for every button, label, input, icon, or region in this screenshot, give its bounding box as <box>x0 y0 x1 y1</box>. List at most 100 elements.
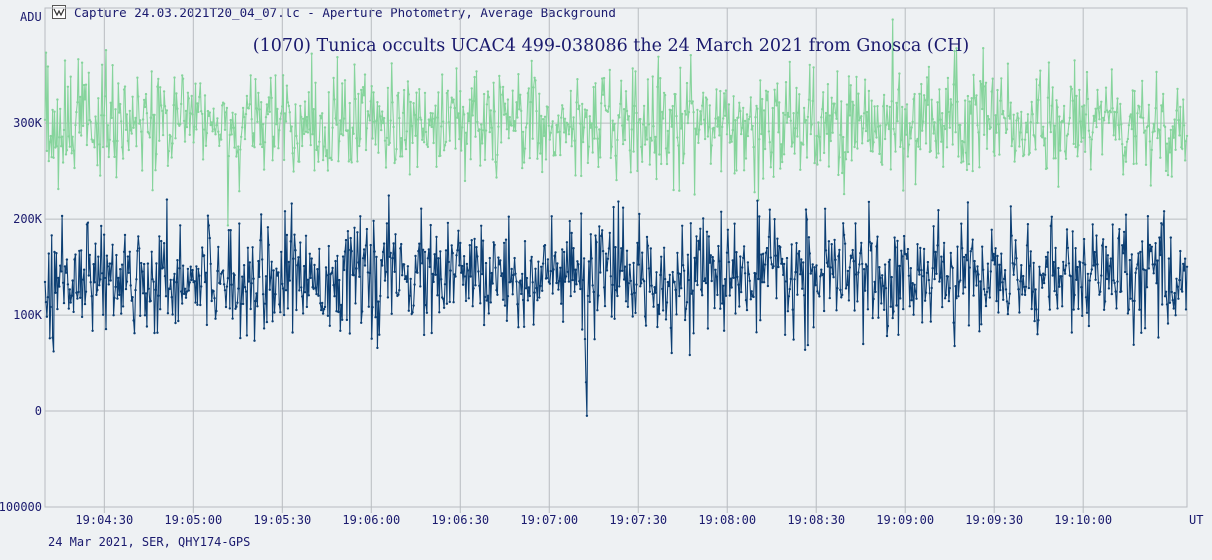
target-point <box>847 299 851 302</box>
comparison-point <box>574 174 577 177</box>
comparison-point <box>435 165 438 168</box>
comparison-point <box>141 118 145 121</box>
comparison-point <box>717 116 720 119</box>
comparison-point <box>541 118 545 121</box>
target-point <box>1143 327 1147 330</box>
target-point <box>1121 244 1124 247</box>
comparison-point <box>819 159 822 162</box>
target-point <box>845 283 849 287</box>
comparison-point <box>124 128 128 131</box>
target-point <box>481 239 485 242</box>
comparison-point <box>85 143 89 147</box>
target-point <box>1124 213 1128 216</box>
target-point <box>796 293 799 296</box>
comparison-point <box>869 149 872 153</box>
target-point <box>596 309 599 312</box>
target-point <box>1183 257 1187 260</box>
comparison-point <box>1059 149 1062 152</box>
target-point <box>445 302 449 305</box>
target-point <box>135 278 138 281</box>
target-point <box>217 245 220 249</box>
target-point <box>368 271 371 275</box>
y-tick-label: 100000 <box>0 500 42 514</box>
comparison-point <box>662 91 666 95</box>
comparison-point <box>620 79 623 83</box>
target-point <box>1076 265 1079 269</box>
comparison-point <box>535 109 538 113</box>
comparison-point <box>548 138 551 141</box>
comparison-point <box>1010 144 1013 148</box>
comparison-point <box>882 93 886 97</box>
target-point <box>962 292 965 295</box>
comparison-point <box>778 101 781 104</box>
target-point <box>1094 278 1097 281</box>
target-point <box>640 282 643 285</box>
comparison-point <box>159 86 162 89</box>
comparison-point <box>449 106 452 109</box>
target-point <box>122 250 126 254</box>
comparison-point <box>839 133 842 137</box>
target-point <box>65 258 69 261</box>
comparison-point <box>1116 97 1119 100</box>
target-point <box>913 283 916 286</box>
target-point <box>280 250 283 254</box>
target-point <box>316 268 319 271</box>
target-point <box>1152 272 1155 275</box>
target-point <box>500 274 503 278</box>
comparison-point <box>112 140 115 143</box>
target-point <box>944 293 948 297</box>
target-point <box>1142 268 1146 271</box>
target-point <box>390 312 393 315</box>
target-point <box>1003 269 1007 272</box>
comparison-point <box>464 131 468 134</box>
target-point <box>835 309 838 312</box>
target-point <box>664 318 668 321</box>
target-point <box>194 301 197 304</box>
comparison-point <box>46 65 50 68</box>
comparison-point <box>214 133 217 136</box>
target-point <box>641 251 644 254</box>
target-point <box>1160 222 1163 225</box>
target-point <box>145 325 149 328</box>
target-point <box>995 299 998 303</box>
comparison-point <box>641 160 644 163</box>
target-point <box>489 301 492 304</box>
comparison-point <box>790 145 793 148</box>
target-point <box>401 274 404 277</box>
target-point <box>802 261 805 264</box>
target-point <box>543 244 547 247</box>
comparison-point <box>163 105 167 108</box>
comparison-point <box>1119 102 1122 106</box>
comparison-point <box>911 120 914 124</box>
target-point <box>823 207 827 210</box>
comparison-point <box>137 95 140 98</box>
comparison-point <box>1131 89 1134 92</box>
comparison-point <box>686 121 690 125</box>
comparison-point <box>589 126 592 129</box>
comparison-point <box>206 109 210 113</box>
target-point <box>1112 279 1115 282</box>
target-point <box>748 279 751 283</box>
comparison-point <box>77 58 80 61</box>
comparison-point <box>189 112 192 115</box>
target-point <box>880 302 883 305</box>
comparison-point <box>600 102 603 105</box>
target-point <box>304 234 308 237</box>
target-point <box>830 243 833 246</box>
target-point <box>622 278 626 281</box>
target-point <box>347 248 350 252</box>
target-point <box>1025 244 1029 247</box>
comparison-point <box>929 149 932 153</box>
comparison-point <box>557 114 560 117</box>
comparison-point <box>115 176 118 179</box>
comparison-point <box>307 91 310 94</box>
target-point <box>896 239 899 243</box>
target-point <box>740 290 743 294</box>
target-point <box>51 336 54 339</box>
target-point <box>118 293 121 297</box>
comparison-point <box>919 148 922 151</box>
comparison-point <box>355 137 358 140</box>
comparison-point <box>215 124 218 127</box>
comparison-point <box>1016 112 1019 115</box>
target-point <box>417 249 420 253</box>
